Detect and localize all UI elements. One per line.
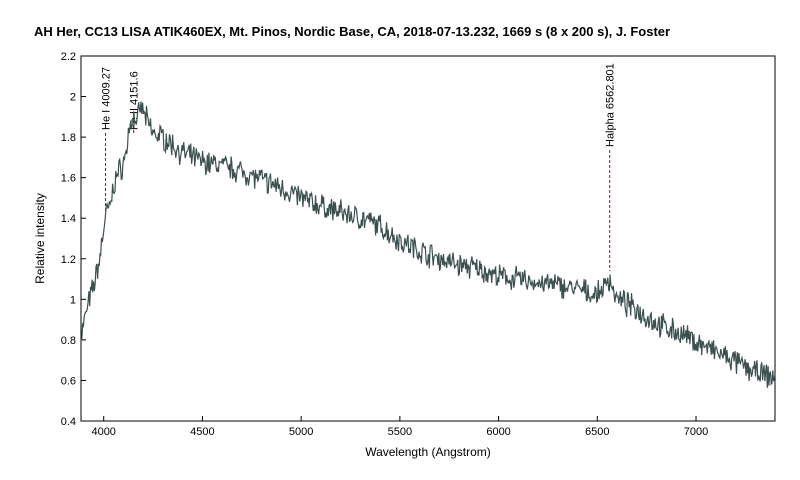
y-tick-label: 1 — [70, 294, 76, 306]
plot-frame — [80, 55, 776, 422]
x-tick-label: 5000 — [289, 426, 313, 438]
line-markers: He I 4009.27 Fe II 4151.6 Halpha 6562.801 — [101, 63, 617, 271]
y-tick-label: 1.6 — [61, 173, 76, 185]
y-tick-label: 0.8 — [61, 335, 76, 347]
x-tick-label: 6500 — [585, 426, 609, 438]
chart-title: AH Her, CC13 LISA ATIK460EX, Mt. Pinos, … — [34, 24, 671, 39]
x-tick-label: 5500 — [388, 426, 412, 438]
y-tick-label: 1.4 — [61, 213, 76, 225]
x-tick-label: 6000 — [486, 426, 510, 438]
x-tick-label: 7000 — [684, 426, 708, 438]
y-tick-label: 0.4 — [61, 416, 76, 428]
y-tick-label: 1.8 — [61, 132, 76, 144]
y-tick-label: 2.2 — [61, 51, 76, 63]
marker-label: He I 4009.27 — [101, 67, 113, 130]
spectrum-line — [80, 101, 775, 388]
x-tick-label: 4500 — [190, 426, 214, 438]
x-tick-label: 4000 — [91, 426, 115, 438]
axis-ticks: 4000 4500 5000 5500 6000 6500 7000 0.4 0.6 0.8 1 1.… — [61, 51, 709, 438]
y-tick-label: 1.2 — [61, 254, 76, 266]
y-tick-label: 2 — [70, 92, 76, 104]
y-axis-label: Relative intensity — [33, 193, 47, 284]
y-tick-label: 0.6 — [61, 375, 76, 387]
marker-label: Halpha 6562.801 — [605, 63, 617, 147]
x-axis-label: Wavelength (Angstrom) — [365, 445, 491, 459]
